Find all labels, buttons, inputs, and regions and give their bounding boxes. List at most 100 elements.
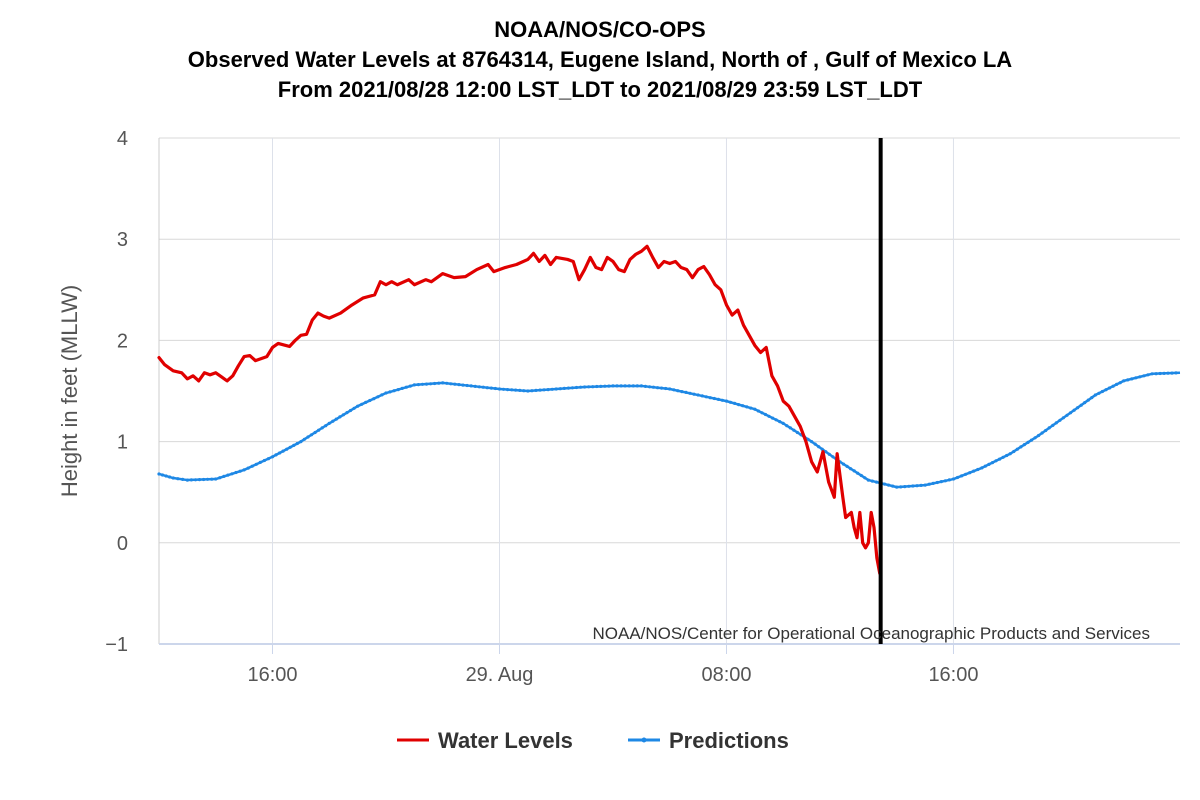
prediction-point	[692, 392, 696, 396]
prediction-point	[939, 480, 943, 484]
y-tick-label: −1	[105, 634, 128, 656]
prediction-point	[579, 385, 583, 389]
prediction-point	[210, 477, 214, 481]
prediction-point	[1044, 428, 1048, 433]
prediction-point	[538, 388, 542, 392]
prediction-point	[955, 475, 960, 480]
prediction-point	[288, 445, 292, 449]
prediction-point	[737, 403, 741, 407]
legend-predictions-marker	[641, 737, 647, 743]
prediction-point	[469, 384, 473, 388]
prediction-point	[493, 386, 497, 391]
prediction-point	[651, 385, 656, 389]
prediction-point	[827, 452, 831, 456]
prediction-point	[1054, 421, 1058, 425]
prediction-point	[964, 472, 968, 476]
prediction-point	[1104, 388, 1108, 392]
prediction-point	[408, 384, 412, 388]
prediction-point	[599, 384, 603, 388]
prediction-point	[845, 464, 849, 468]
prediction-point	[943, 479, 948, 483]
prediction-point	[883, 482, 887, 486]
prediction-point	[356, 404, 360, 408]
prediction-point	[258, 460, 262, 464]
prediction-point	[792, 428, 796, 432]
prediction-point	[437, 381, 441, 385]
prediction-point	[331, 419, 335, 423]
prediction-point	[1047, 426, 1051, 430]
prediction-point	[1068, 411, 1073, 415]
prediction-point	[716, 397, 721, 401]
prediction-point	[720, 398, 725, 402]
prediction-point	[1122, 379, 1126, 383]
prediction-point	[1146, 373, 1150, 377]
prediction-point	[202, 477, 206, 482]
prediction-point	[485, 386, 489, 390]
prediction-point	[429, 382, 433, 386]
prediction-point	[1015, 447, 1019, 451]
prediction-point	[317, 428, 321, 432]
prediction-point	[234, 470, 238, 475]
prediction-point	[684, 390, 688, 394]
prediction-point	[990, 461, 995, 465]
prediction-point	[338, 415, 342, 419]
prediction-point	[299, 440, 303, 444]
prediction-point	[514, 388, 518, 392]
prediction-point	[907, 484, 911, 488]
prediction-point	[266, 457, 270, 461]
y-tick-label: 4	[117, 128, 128, 150]
prediction-point	[852, 469, 856, 473]
prediction-point	[911, 484, 915, 488]
prediction-point	[774, 418, 778, 422]
prediction-point	[795, 430, 800, 435]
prediction-point	[1051, 423, 1055, 427]
prediction-point	[994, 459, 998, 463]
prediction-point	[615, 384, 619, 388]
prediction-point	[1130, 377, 1134, 381]
prediction-point	[631, 384, 635, 388]
prediction-point	[197, 478, 202, 482]
prediction-point	[895, 485, 899, 489]
prediction-point	[416, 383, 420, 387]
prediction-point	[558, 387, 562, 391]
prediction-point	[1022, 443, 1026, 447]
legend-predictions: Predictions	[628, 728, 789, 753]
prediction-point	[1086, 398, 1090, 402]
prediction-point	[522, 389, 526, 393]
prediction-point	[903, 485, 907, 489]
chart-title-line-3: From 2021/08/28 12:00 LST_LDT to 2021/08…	[278, 77, 923, 102]
prediction-point	[334, 417, 338, 421]
prediction-point	[1115, 382, 1119, 386]
prediction-point	[218, 476, 222, 480]
prediction-point	[728, 400, 733, 404]
prediction-point	[870, 479, 875, 483]
prediction-point	[246, 466, 250, 470]
prediction-point	[309, 433, 314, 437]
prediction-point	[1008, 452, 1012, 456]
prediction-point	[1090, 396, 1094, 400]
prediction-point	[947, 478, 952, 482]
prediction-point	[497, 387, 502, 391]
prediction-point	[1019, 445, 1023, 449]
prediction-point	[518, 388, 522, 392]
prediction-point	[980, 466, 984, 470]
prediction-point	[193, 478, 198, 482]
prediction-point	[313, 430, 317, 435]
prediction-point	[242, 468, 246, 472]
prediction-point	[368, 398, 372, 403]
prediction-point	[530, 389, 534, 393]
prediction-point	[473, 384, 477, 388]
prediction-point	[1079, 403, 1083, 407]
prediction-point	[849, 467, 853, 471]
legend-water-levels-label: Water Levels	[438, 728, 573, 753]
y-axis-ticks: 4 3 2 1 0 −1	[105, 128, 128, 656]
prediction-point	[951, 477, 956, 481]
prediction-point	[230, 472, 234, 476]
prediction-point	[400, 386, 404, 390]
prediction-point	[998, 457, 1002, 461]
prediction-point	[506, 388, 510, 392]
prediction-point	[457, 383, 461, 387]
prediction-point	[611, 384, 615, 388]
prediction-point	[635, 384, 639, 388]
prediction-point	[749, 406, 753, 410]
